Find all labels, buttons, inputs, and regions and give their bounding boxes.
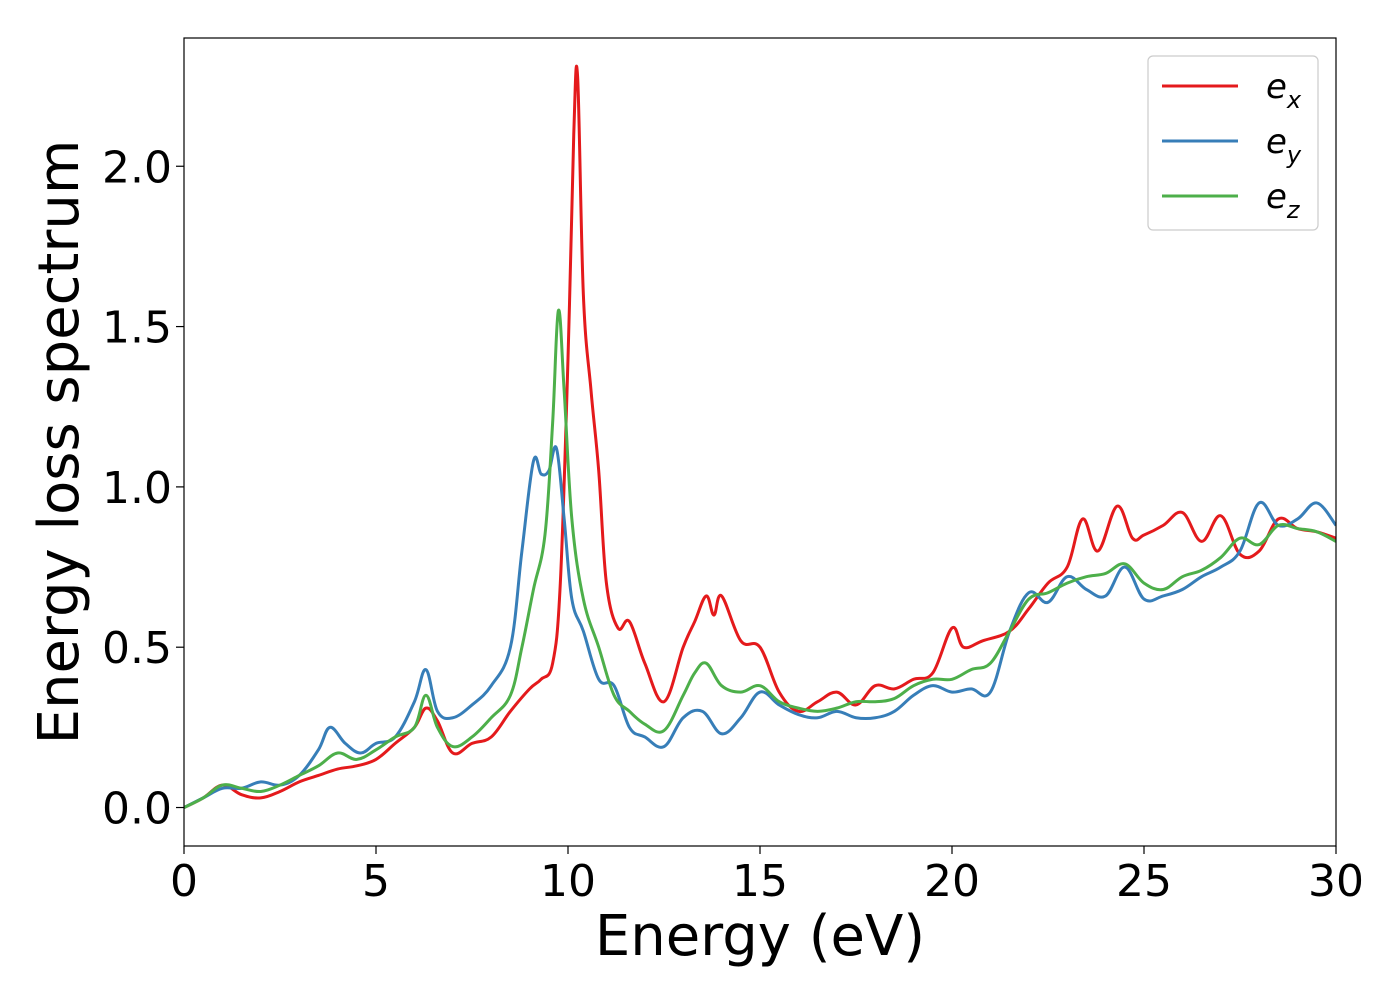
legend-box	[1147, 55, 1319, 231]
legend-label-z: ez	[1266, 177, 1301, 224]
x-tick-label: 10	[540, 856, 596, 907]
y-tick-label: 1.5	[102, 303, 172, 354]
series-line-y	[184, 445, 1336, 809]
x-tick-label: 5	[362, 856, 390, 907]
x-tick-label: 25	[1116, 856, 1172, 907]
y-axis-title: Energy loss spectrum	[27, 140, 92, 745]
legend-label-x: ex	[1266, 67, 1302, 114]
series-line-z	[184, 308, 1336, 809]
y-tick-label: 2.0	[102, 142, 172, 193]
axis-ticks: 0 5 10 15 20 25 30 0.0 0.5 1.0 1.5 2.0	[102, 142, 1364, 907]
legend-label-y: ey	[1266, 122, 1302, 169]
x-tick-label: 20	[924, 856, 980, 907]
x-tick-label: 15	[732, 856, 788, 907]
y-tick-label: 0.5	[102, 623, 172, 674]
x-axis-title: Energy (eV)	[595, 904, 925, 969]
y-tick-label: 0.0	[102, 784, 172, 835]
y-tick-label: 1.0	[102, 463, 172, 514]
series-lines	[184, 64, 1336, 809]
legend: ex ey ez	[1147, 55, 1319, 231]
x-tick-label: 30	[1308, 856, 1364, 907]
x-tick-label: 0	[170, 856, 198, 907]
